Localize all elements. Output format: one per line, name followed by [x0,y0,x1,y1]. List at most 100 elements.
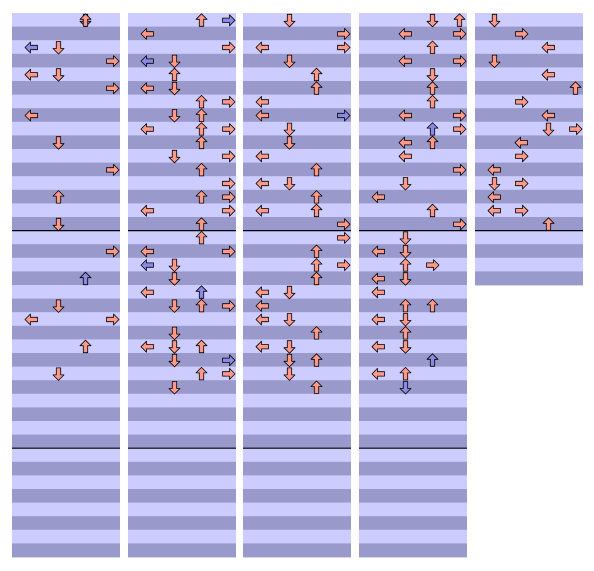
step-arrow-up-icon [426,135,439,150]
beat-row-stripe [475,149,583,163]
step-arrow-left-icon [541,109,555,122]
beat-row-stripe [243,13,351,27]
step-arrow-right-icon [453,28,467,40]
beat-row-stripe [475,13,583,27]
step-arrow-left-icon [140,55,154,67]
step-arrow-left-icon [371,313,385,326]
beat-row-stripe [359,121,467,136]
step-arrow-left-icon [140,123,154,136]
step-arrow-down-icon [168,258,181,273]
beat-row-stripe [359,543,467,558]
step-arrow-down-icon [399,313,412,327]
step-arrow-left-icon [140,245,154,258]
step-arrow-right-icon [222,150,236,163]
step-arrow-up-icon [79,339,92,354]
step-arrow-left-icon [140,259,154,272]
beat-row-stripe [128,393,236,408]
beat-row-stripe [359,516,467,531]
step-arrow-down-icon [168,109,181,123]
beat-row-stripe [12,26,120,41]
beat-row-stripe [359,244,467,259]
beat-row-stripe [12,448,120,463]
step-arrow-up-icon [195,95,208,109]
step-arrow-down-icon [399,381,412,395]
step-arrow-down-icon [52,217,65,232]
beat-row-stripe [359,448,467,463]
step-arrow-right-icon [222,14,236,27]
beat-row-stripe [128,421,236,435]
step-arrow-down-icon [52,41,65,55]
beat-row-stripe [12,529,120,544]
beat-row-stripe [243,448,351,463]
beat-row-stripe [128,339,236,354]
step-arrow-right-icon [106,55,120,67]
step-arrow-down-icon [168,81,181,96]
beat-row-stripe [243,244,351,259]
step-arrow-down-icon [542,122,555,137]
beat-row-stripe [128,149,236,163]
step-arrow-down-icon [52,68,65,82]
step-arrow-down-icon [488,54,501,68]
step-arrow-left-icon [487,204,501,217]
step-arrow-right-icon [106,313,120,326]
beat-row-stripe [359,162,467,177]
step-arrow-down-icon [52,136,65,150]
beat-row-stripe [243,543,351,558]
beat-row-stripe [128,135,236,150]
step-arrow-left-icon [371,245,385,258]
beat-row-stripe [128,529,236,544]
step-arrow-down-icon [283,367,296,381]
beat-row-stripe [12,189,120,204]
step-arrow-left-icon [140,340,154,353]
step-arrow-left-icon [255,150,269,163]
beat-row-stripe [12,434,120,449]
step-arrow-right-icon [222,367,236,380]
beat-row-stripe [475,40,583,55]
beat-row-stripe [128,189,236,204]
beat-row-stripe [243,366,351,381]
step-arrow-up-icon [195,122,208,136]
step-arrow-down-icon [168,272,181,286]
beat-row-stripe [12,244,120,259]
beat-row-stripe [128,502,236,517]
beat-row-stripe [12,461,120,476]
step-arrow-up-icon [399,326,412,340]
beat-row-stripe [243,26,351,41]
step-arrow-up-icon [310,271,323,286]
beat-row-stripe [128,271,236,286]
beat-row-stripe [12,13,120,27]
beat-row-stripe [12,312,120,327]
step-arrow-right-icon [106,245,120,258]
beat-row-stripe [243,421,351,435]
beat-row-stripe [128,26,236,41]
step-arrow-down-icon [399,245,412,259]
chart-column-3 [243,13,351,558]
beat-row-stripe [128,176,236,191]
step-arrow-up-icon [195,162,208,177]
beat-row-stripe [243,203,351,218]
beat-row-stripe [243,312,351,327]
beat-row-stripe [12,421,120,435]
step-arrow-up-icon [195,190,208,204]
beat-row-stripe [128,380,236,395]
step-arrow-up-icon [569,81,582,95]
step-arrow-right-icon [222,96,236,108]
beat-row-stripe [359,40,467,55]
beat-row-stripe [243,40,351,55]
step-arrow-right-icon [106,82,120,95]
beat-row-stripe [12,67,120,82]
beat-row-stripe [12,366,120,381]
beat-row-stripe [128,257,236,272]
beat-row-stripe [243,285,351,299]
beat-row-stripe [243,176,351,191]
step-arrow-down-icon [283,285,296,300]
beat-row-stripe [243,407,351,422]
beat-row-stripe [475,176,583,191]
beat-row-stripe [359,13,467,27]
beat-row-stripe [12,40,120,55]
step-arrow-left-icon [24,41,38,54]
step-arrow-up-icon [79,13,92,27]
beat-row-stripe [12,257,120,272]
beat-row-stripe [128,325,236,340]
